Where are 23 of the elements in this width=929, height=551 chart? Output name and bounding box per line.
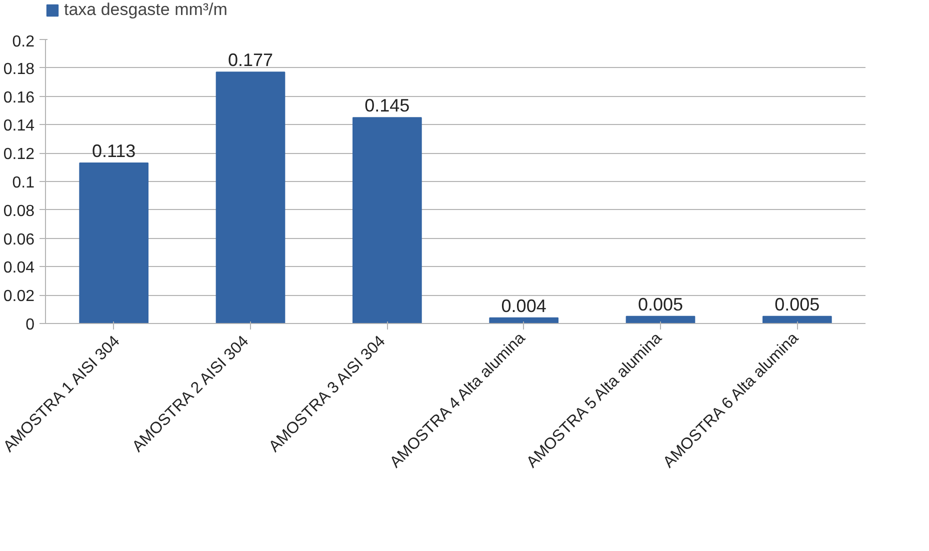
bar [79, 162, 148, 324]
legend-label: taxa desgaste mm³/m [64, 0, 228, 20]
y-tick-label: 0.1 [12, 174, 35, 192]
y-tick-label: 0.2 [12, 34, 35, 50]
bar [626, 316, 696, 324]
bar [352, 117, 422, 324]
data-label: 0.145 [364, 96, 410, 116]
y-tick-label: 0.18 [3, 60, 35, 78]
y-tick-label: 0.14 [3, 118, 35, 135]
data-label: 0.113 [92, 141, 136, 162]
y-tick-label: 0.06 [3, 231, 35, 248]
y-tick-label: 0.04 [3, 260, 35, 277]
data-label: 0.005 [774, 294, 820, 314]
bar [762, 316, 832, 324]
data-label: 0.177 [228, 50, 274, 70]
y-tick-label: 0.12 [3, 146, 35, 164]
y-tick-label: 0.02 [3, 288, 35, 306]
bar [216, 72, 286, 324]
y-tick-label: 0.08 [3, 202, 35, 220]
y-tick-label: 0.16 [3, 89, 35, 106]
data-label: 0.004 [501, 296, 546, 316]
data-label: 0.005 [638, 294, 684, 314]
y-tick-label: 0 [26, 316, 35, 334]
